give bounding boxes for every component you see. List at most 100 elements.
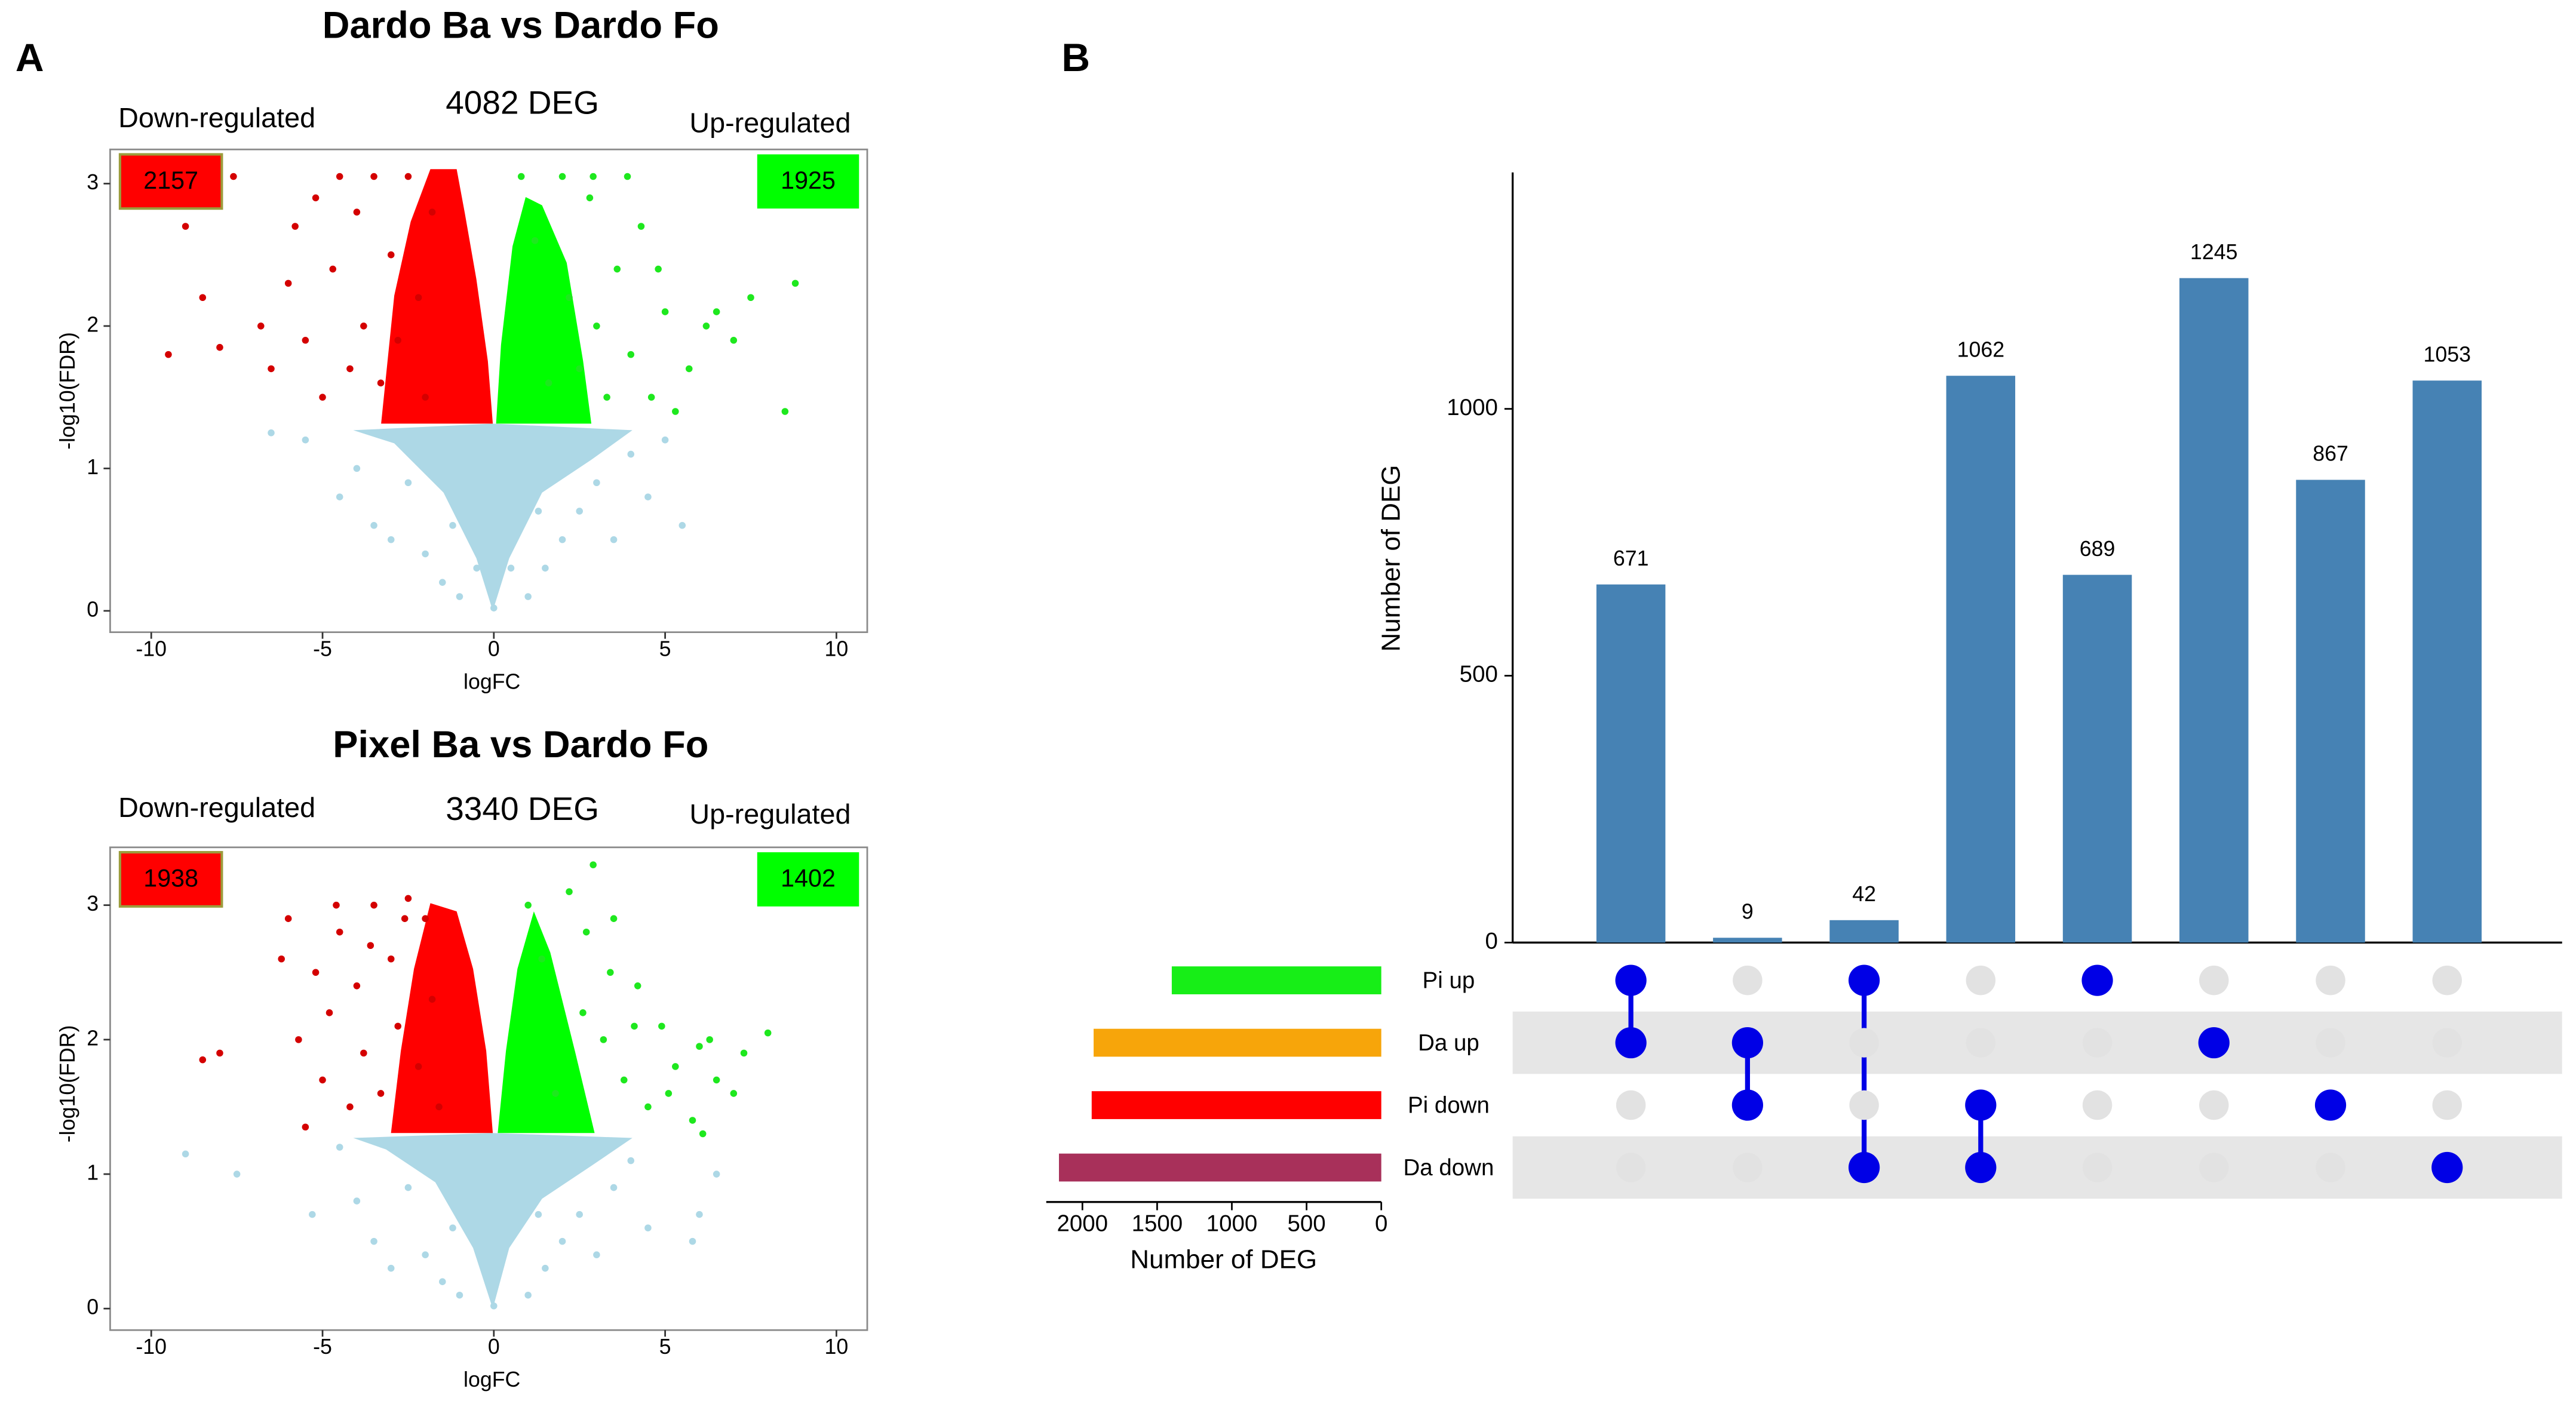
point xyxy=(672,1063,679,1070)
y-tick-label: 1 xyxy=(87,1160,99,1184)
point xyxy=(284,915,292,922)
point xyxy=(621,1076,628,1084)
point xyxy=(387,955,395,963)
set-size-bar xyxy=(1091,1091,1381,1119)
point xyxy=(678,522,686,529)
panel-border xyxy=(109,846,868,1331)
empty-dot xyxy=(2199,1153,2229,1182)
point xyxy=(422,1251,429,1258)
point xyxy=(428,996,436,1003)
member-dot xyxy=(1615,964,1647,996)
subtitle: 3340 DEG xyxy=(446,790,599,827)
point xyxy=(449,522,456,529)
down-count-box xyxy=(118,851,223,908)
y-tick-label: 2 xyxy=(87,1026,99,1050)
point xyxy=(730,1090,738,1097)
point xyxy=(370,1237,377,1245)
point xyxy=(576,1211,583,1218)
point xyxy=(199,1056,207,1064)
point xyxy=(740,1049,748,1057)
point xyxy=(370,901,377,909)
y-tick-label: 500 xyxy=(1460,662,1498,687)
point xyxy=(542,1264,549,1272)
point xyxy=(257,322,265,330)
point xyxy=(589,173,597,180)
empty-dot xyxy=(2432,1090,2462,1120)
down-count-box xyxy=(118,153,223,210)
point xyxy=(665,1090,673,1097)
point xyxy=(627,1157,635,1165)
y-axis-label: -log10(FDR) xyxy=(56,332,79,450)
density-green xyxy=(498,911,595,1133)
set-name: Pi down xyxy=(1408,1092,1490,1118)
point xyxy=(689,1237,696,1245)
y-tick-label: 3 xyxy=(87,170,99,194)
point xyxy=(764,1029,772,1037)
point xyxy=(603,394,610,401)
point xyxy=(353,465,361,472)
y-tick-label: 3 xyxy=(87,892,99,915)
subtitle: 4082 DEG xyxy=(446,84,599,121)
set-name: Pi up xyxy=(1423,967,1475,993)
point xyxy=(336,173,343,180)
point xyxy=(449,1224,456,1231)
empty-dot xyxy=(2432,1028,2462,1058)
value-label: 1245 xyxy=(2190,240,2238,264)
point xyxy=(706,1036,713,1043)
empty-dot xyxy=(2199,1090,2229,1120)
set-name: Da up xyxy=(1418,1030,1479,1056)
point xyxy=(415,1063,422,1070)
down-count: 2157 xyxy=(143,167,198,194)
panel-border xyxy=(109,148,868,634)
point xyxy=(291,223,299,230)
x-tick-label: 5 xyxy=(659,637,671,660)
set-size-bar xyxy=(1171,966,1381,994)
point xyxy=(370,173,377,180)
point xyxy=(404,1184,412,1191)
set-size-bar xyxy=(1094,1028,1381,1057)
empty-dot xyxy=(2316,965,2345,996)
y-tick-label: 1000 xyxy=(1447,395,1498,420)
point xyxy=(428,208,436,216)
point xyxy=(791,279,799,287)
point xyxy=(377,1090,385,1097)
point xyxy=(333,901,340,909)
point xyxy=(230,173,237,180)
point xyxy=(435,1103,443,1111)
point xyxy=(517,173,525,180)
point xyxy=(490,1302,498,1310)
value-label: 867 xyxy=(2313,442,2348,466)
point xyxy=(610,536,618,543)
panel-label: A xyxy=(16,35,44,79)
point xyxy=(401,915,409,922)
point xyxy=(524,1291,532,1299)
point xyxy=(558,536,566,543)
point xyxy=(387,1264,395,1272)
point xyxy=(576,365,583,373)
point xyxy=(422,915,429,922)
member-dot xyxy=(1615,1027,1647,1059)
empty-dot xyxy=(1616,1090,1646,1120)
point xyxy=(579,1009,587,1016)
point xyxy=(586,194,594,202)
point xyxy=(661,436,669,444)
point xyxy=(535,1211,542,1218)
empty-dot xyxy=(2199,965,2229,996)
set-x-axis-label: Number of DEG xyxy=(1130,1245,1317,1274)
value-label: 1062 xyxy=(1957,337,2005,361)
point xyxy=(637,223,645,230)
point xyxy=(589,861,597,868)
point xyxy=(566,888,573,895)
point xyxy=(576,508,583,515)
point xyxy=(644,493,652,500)
point xyxy=(456,1291,463,1299)
empty-dot xyxy=(1966,1028,1996,1058)
y-tick-label: 0 xyxy=(87,597,99,621)
down-label: Down-regulated xyxy=(118,102,315,133)
point xyxy=(593,479,600,487)
density-red xyxy=(391,903,493,1133)
point xyxy=(627,351,635,358)
point xyxy=(535,508,542,515)
empty-dot xyxy=(2082,1153,2113,1182)
